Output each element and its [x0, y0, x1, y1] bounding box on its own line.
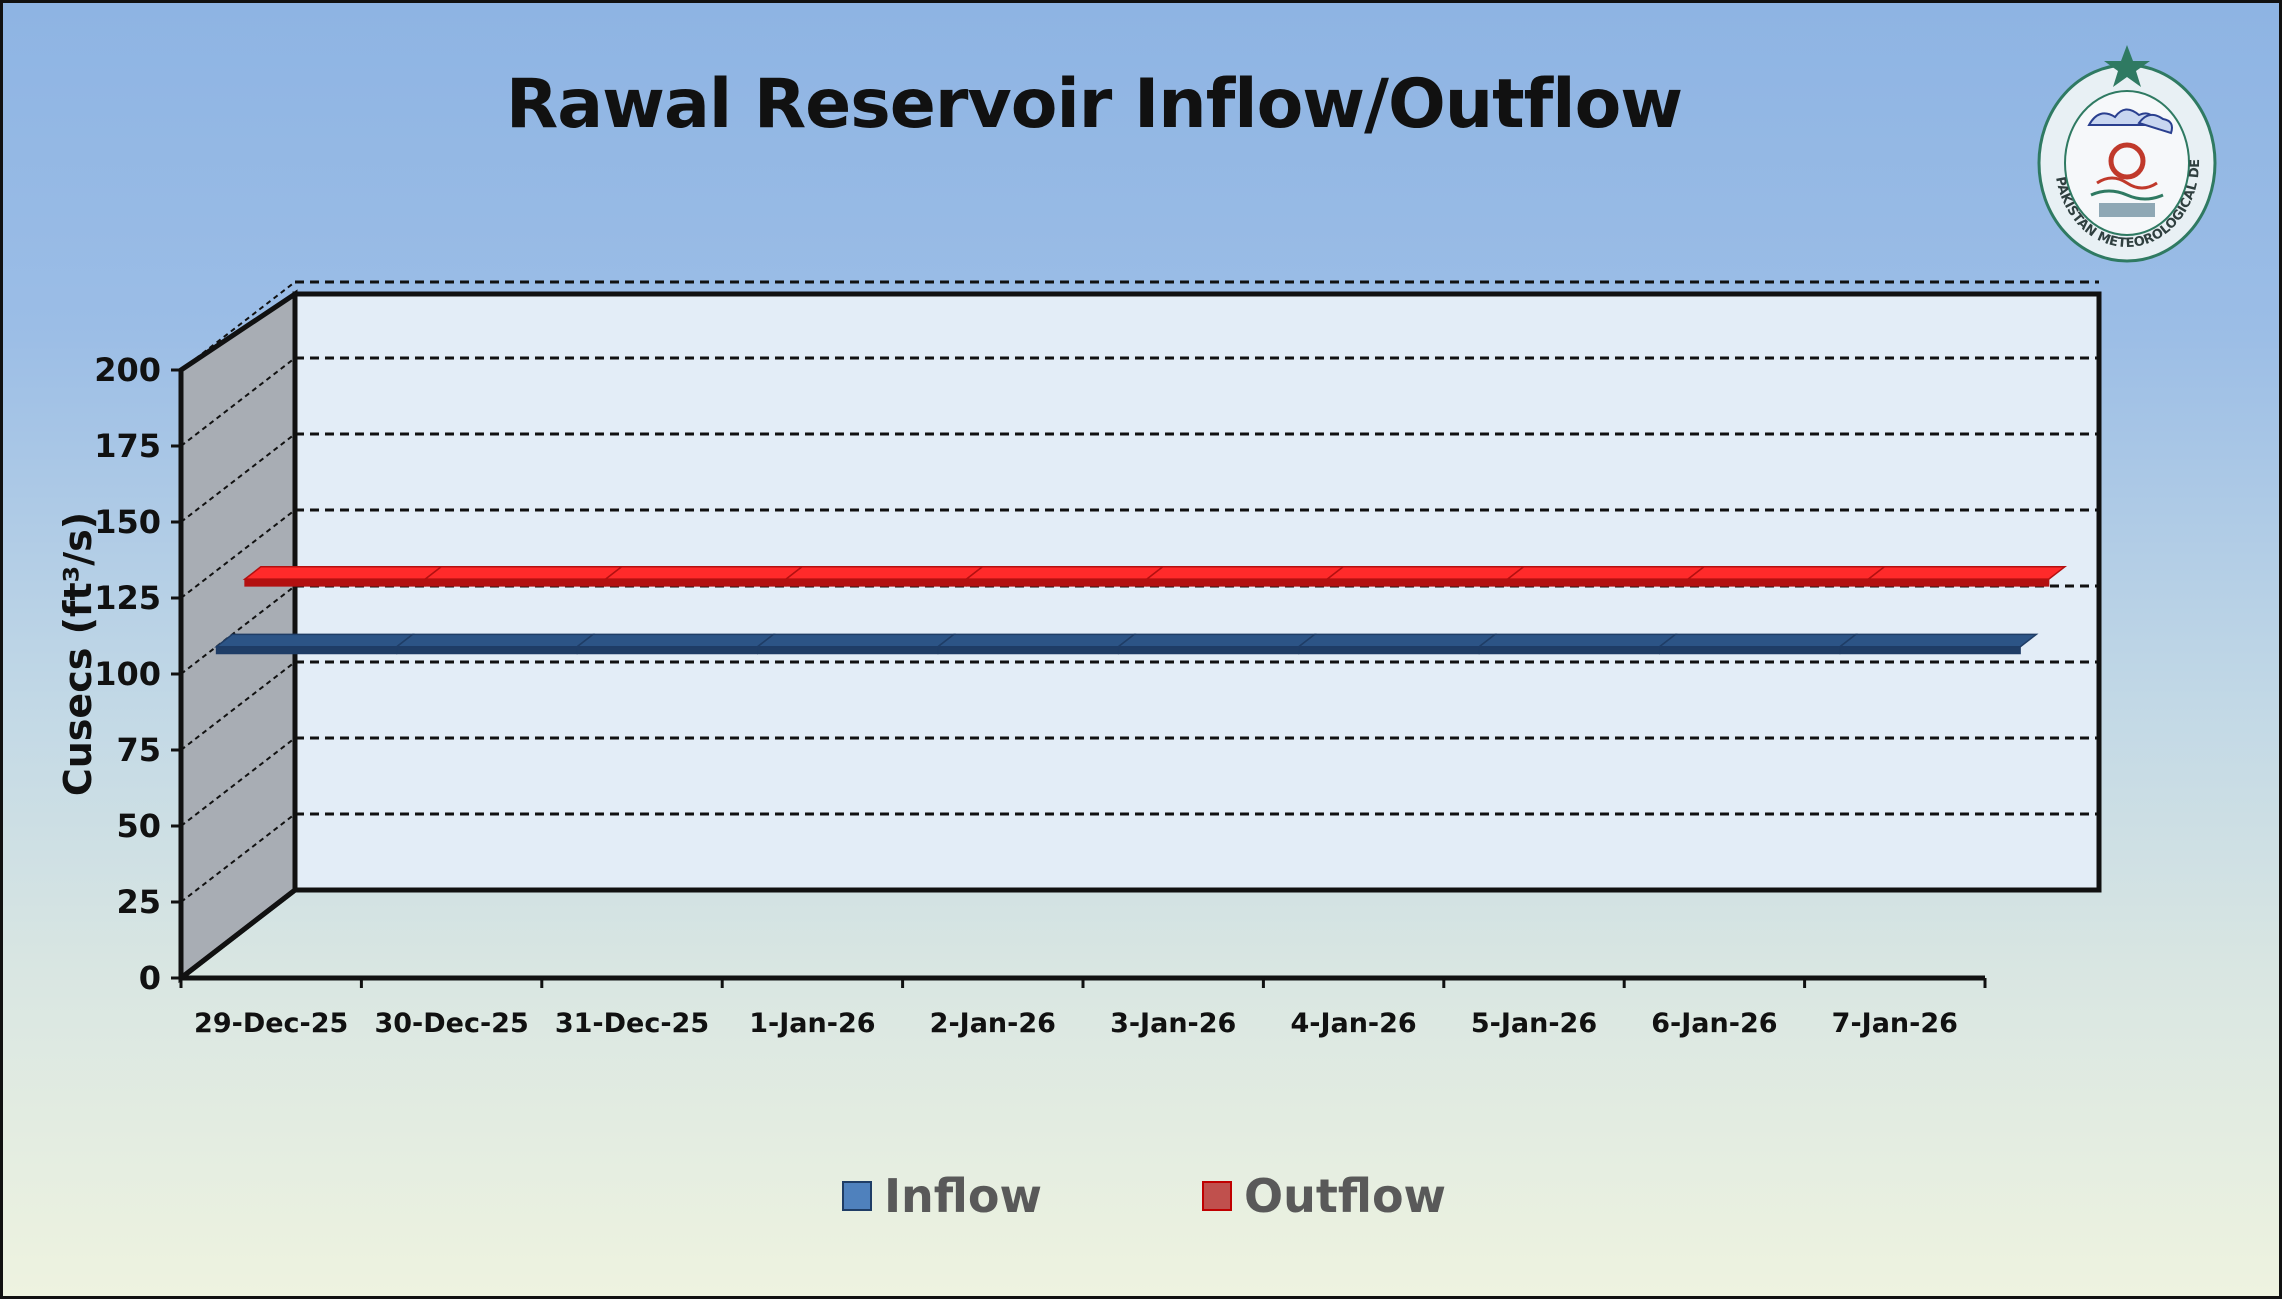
y-tick-label: 100	[94, 655, 161, 693]
legend-item-inflow: Inflow	[841, 1169, 1042, 1223]
x-tick-label: 1-Jan-26	[749, 1008, 875, 1039]
inflow-segment-edge	[1117, 646, 1300, 655]
outflow-segment	[964, 566, 1165, 580]
x-tick-label: 7-Jan-26	[1832, 1008, 1958, 1039]
y-tick-label: 25	[116, 883, 161, 921]
x-tick-label: 31-Dec-25	[555, 1008, 709, 1039]
legend-label: Outflow	[1244, 1169, 1447, 1223]
gridline-side	[180, 357, 296, 447]
outflow-segment	[1144, 566, 1346, 580]
chart-title: Rawal Reservoir Inflow/Outflow	[505, 65, 1683, 144]
outflow-segment	[603, 566, 805, 580]
legend-label: Inflow	[883, 1169, 1042, 1223]
gridline-side	[180, 433, 296, 523]
outflow-segment-edge	[1687, 578, 1869, 587]
outflow-segment-edge	[1326, 578, 1509, 587]
inflow-segment	[1116, 633, 1317, 648]
y-tick-label: 50	[116, 807, 161, 845]
outflow-segment-edge	[965, 578, 1148, 587]
x-tick-label: 29-Dec-25	[194, 1008, 348, 1039]
x-tick-label: 30-Dec-25	[374, 1008, 528, 1039]
y-tick-label: 125	[94, 579, 161, 617]
outflow-segment	[423, 566, 624, 580]
y-tick-label: 150	[94, 503, 161, 541]
inflow-segment-edge	[937, 646, 1119, 655]
inflow-segment-edge	[1839, 646, 2021, 655]
outflow-segment	[242, 566, 444, 580]
pmd-logo-icon: PAKISTAN METEOROLOGICAL DEPARTMENT	[2027, 43, 2217, 263]
outflow-segment-edge	[1867, 578, 2050, 587]
y-tick-label: 200	[94, 351, 161, 389]
outflow-segment	[1505, 566, 1707, 580]
inflow-segment-edge	[215, 646, 398, 655]
inflow-segment	[935, 633, 1137, 648]
outflow-segment	[783, 566, 985, 580]
gridline-side	[180, 509, 296, 599]
x-tick-label: 2-Jan-26	[930, 1008, 1056, 1039]
outflow-segment	[1866, 566, 2067, 580]
outflow-segment-edge	[1146, 578, 1328, 587]
y-tick-label: 75	[116, 731, 161, 769]
gridline-side	[180, 813, 296, 903]
chart-plot: 0 25 50 75 100 125 150 175 200 29-Dec-25 30-Dec-25…	[56, 280, 2102, 1039]
inflow-segment-edge	[1298, 646, 1480, 655]
inflow-segment-edge	[576, 646, 759, 655]
y-tick-label: 0	[139, 959, 161, 997]
inflow-segment-edge	[1659, 646, 1841, 655]
legend: Inflow Outflow	[3, 1169, 2279, 1223]
inflow-segment	[214, 633, 415, 648]
inflow-segment	[394, 633, 596, 648]
gridline-side	[180, 737, 296, 827]
x-tick-label: 5-Jan-26	[1471, 1008, 1597, 1039]
inflow-segment	[755, 633, 957, 648]
outflow-segment-edge	[424, 578, 607, 587]
back-wall	[292, 291, 2102, 893]
inflow-segment	[1837, 633, 2039, 648]
inflow-segment-edge	[396, 646, 578, 655]
gridline-side	[180, 585, 296, 675]
gridline-side	[180, 661, 296, 751]
x-tick-label: 4-Jan-26	[1290, 1008, 1416, 1039]
y-axis-title: Cusecs (ft³/s)	[56, 512, 100, 796]
outflow-segment-edge	[605, 578, 787, 587]
outflow-segment-edge	[244, 578, 426, 587]
legend-item-outflow: Outflow	[1202, 1169, 1446, 1223]
outflow-segment	[1685, 566, 1887, 580]
inflow-segment-edge	[1478, 646, 1661, 655]
x-tick-label: 6-Jan-26	[1651, 1008, 1777, 1039]
gridline-side	[180, 281, 296, 371]
outflow-segment-edge	[1507, 578, 1689, 587]
legend-swatch-inflow	[841, 1181, 872, 1211]
inflow-segment	[1476, 633, 1678, 648]
inflow-segment	[1657, 633, 1859, 648]
floor-edge	[179, 888, 297, 980]
inflow-segment	[574, 633, 776, 648]
y-tick-label: 175	[94, 427, 161, 465]
outflow-segment-edge	[785, 578, 967, 587]
inflow-segment-edge	[757, 646, 939, 655]
outflow-segment	[1325, 566, 1526, 580]
x-tick-label: 3-Jan-26	[1110, 1008, 1236, 1039]
inflow-segment	[1296, 633, 1498, 648]
legend-swatch-outflow	[1202, 1181, 1232, 1211]
